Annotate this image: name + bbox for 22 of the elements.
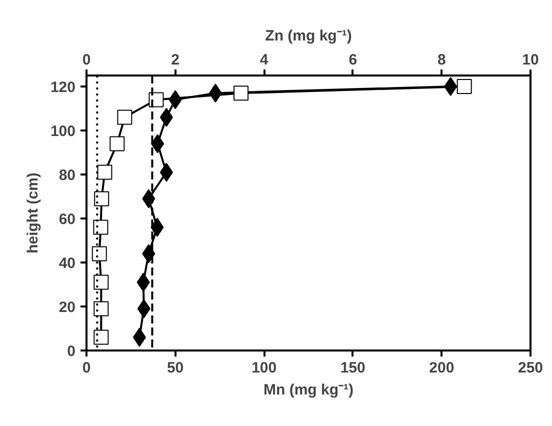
y-tick-label: 100 <box>50 123 76 140</box>
x-tick-label: 0 <box>82 360 91 376</box>
y-tick-label: 60 <box>58 211 76 228</box>
x2-tick-label: 0 <box>82 52 91 68</box>
x2-tick-label: 2 <box>171 52 180 68</box>
x2-axis-title: Zn (mg kg⁻¹) <box>265 28 352 44</box>
x2-tick-label: 6 <box>348 52 358 68</box>
x2-tick-label: 4 <box>260 52 269 68</box>
x-tick-label: 250 <box>518 360 544 376</box>
x-tick-label: 200 <box>429 360 454 376</box>
y-axis-title: height (cm) <box>24 172 42 254</box>
x-axis-title: Mn (mg kg⁻¹) <box>264 382 354 398</box>
x2-tick-label: 8 <box>438 52 446 68</box>
y-tick-label: 120 <box>50 79 76 96</box>
y-tick-label: 0 <box>67 343 76 360</box>
y-tick-label: 20 <box>58 299 76 316</box>
x-tick-label: 150 <box>340 360 366 376</box>
x-tick-label: 50 <box>166 360 184 376</box>
x-tick-label: 100 <box>252 360 277 376</box>
x2-tick-label: 10 <box>522 52 539 68</box>
y-tick-label: 40 <box>58 255 76 272</box>
y-tick-label: 80 <box>58 167 76 184</box>
